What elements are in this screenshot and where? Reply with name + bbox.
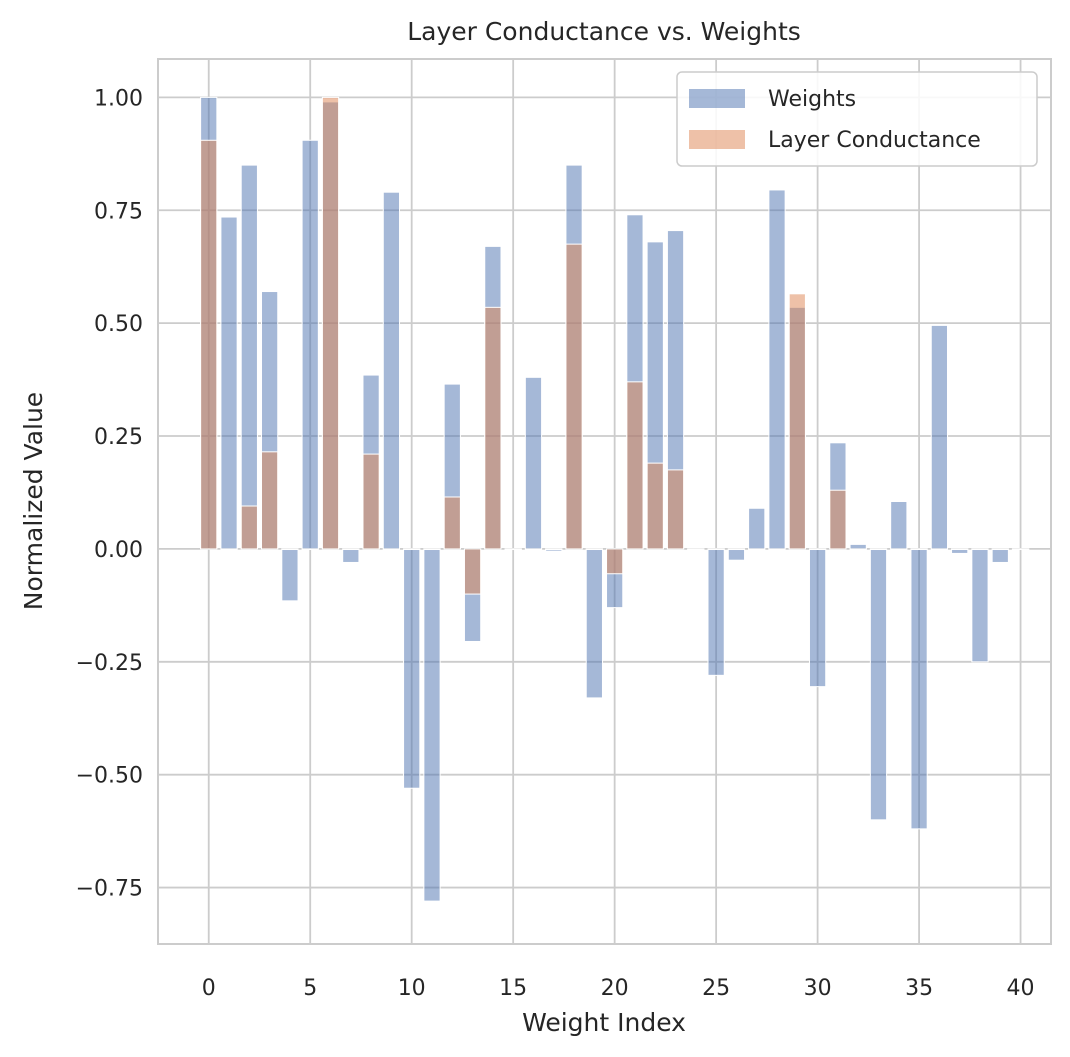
layer-conductance-bar xyxy=(240,505,258,550)
weights-bar xyxy=(768,189,786,550)
weights-bar xyxy=(849,543,867,550)
layer-conductance-bar xyxy=(545,548,563,551)
weights-bar xyxy=(727,548,746,561)
layer-conductance-bar xyxy=(443,496,461,550)
weights-bar xyxy=(524,376,543,550)
layer-conductance-bar xyxy=(808,548,827,551)
layer-conductance-bar xyxy=(220,548,238,551)
legend: Weights Layer Conductance xyxy=(676,71,1038,167)
x-tick-label: 30 xyxy=(804,976,832,1001)
layer-conductance-bar xyxy=(281,548,299,551)
x-tick-label: 20 xyxy=(601,976,629,1001)
plot-frame xyxy=(157,58,1052,945)
y-tick-label: −0.25 xyxy=(76,651,143,676)
weights-bar xyxy=(301,139,319,550)
y-tick-label: −0.50 xyxy=(76,764,143,789)
layer-conductance-bar xyxy=(768,548,786,551)
weights-bar xyxy=(403,548,421,789)
layer-conductance-bar xyxy=(261,451,279,550)
layer-conductance-bar xyxy=(646,462,664,550)
x-tick-label: 15 xyxy=(499,976,527,1001)
y-tick-label: 0.50 xyxy=(94,312,143,337)
layer-conductance-bar xyxy=(301,548,319,551)
y-axis-ticks: −0.75 −0.50 −0.25 0.00 0.25 0.50 0.75 1.00 xyxy=(76,86,143,901)
layer-conductance-bar xyxy=(890,548,908,551)
chart-title: Layer Conductance vs. Weights xyxy=(407,17,801,46)
weights-bar xyxy=(220,216,238,550)
weights-bar xyxy=(342,548,360,563)
legend-label-weights: Weights xyxy=(768,87,856,112)
weights-bar xyxy=(748,507,766,550)
layer-conductance-bar xyxy=(626,381,644,550)
layer-conductance-bar xyxy=(666,469,685,550)
weights-bar xyxy=(423,548,441,902)
x-tick-label: 10 xyxy=(398,976,426,1001)
layer-conductance-bar xyxy=(463,548,482,595)
y-tick-label: 0.75 xyxy=(94,199,143,224)
weights-bar xyxy=(971,548,989,663)
weights-bar xyxy=(910,548,928,830)
layer-conductance-bar xyxy=(342,548,360,551)
layer-conductance-bar xyxy=(951,548,969,551)
layer-conductance-bar xyxy=(829,489,847,550)
layer-conductance-bar xyxy=(727,548,746,551)
weights-bar xyxy=(240,164,258,550)
weights-bar xyxy=(382,191,401,550)
legend-label-layer-conductance: Layer Conductance xyxy=(768,128,981,153)
layer-conductance-bar xyxy=(484,306,502,550)
layer-conductance-bar xyxy=(423,548,441,551)
layer-conductance-bar xyxy=(748,548,766,551)
layer-conductance-bar xyxy=(788,293,806,550)
layer-conductance-bar xyxy=(382,548,401,551)
x-tick-label: 0 xyxy=(202,976,216,1001)
y-tick-label: 1.00 xyxy=(94,86,143,111)
layer-conductance-bar xyxy=(910,548,928,551)
weights-bar xyxy=(707,548,725,676)
weights-bar xyxy=(930,324,948,550)
weights-bar xyxy=(991,548,1009,563)
x-tick-label: 5 xyxy=(303,976,317,1001)
weights-bar xyxy=(869,548,888,821)
x-tick-label: 40 xyxy=(1007,976,1035,1001)
layer-conductance-bar xyxy=(524,548,543,551)
legend-swatch-weights xyxy=(689,89,745,108)
y-tick-label: −0.75 xyxy=(76,877,143,902)
layer-conductance-bar xyxy=(403,548,421,551)
x-axis-label: Weight Index xyxy=(522,1008,686,1037)
y-axis-label: Normalized Value xyxy=(19,392,48,610)
layer-conductance-bar xyxy=(849,548,867,551)
legend-box xyxy=(676,71,1038,167)
layer-conductance-bar xyxy=(707,548,725,551)
layer-conductance-bar xyxy=(585,548,603,551)
layer-conductance-bar xyxy=(930,548,948,551)
layer-conductance-bar xyxy=(362,453,380,550)
layer-conductance-bar xyxy=(504,548,522,551)
layer-conductance-bar xyxy=(565,243,583,550)
layer-conductance-bar xyxy=(321,96,340,550)
weights-bar xyxy=(585,548,603,699)
layer-conductance-bar xyxy=(687,548,705,551)
y-tick-label: 0.25 xyxy=(94,425,143,450)
layer-conductance-series xyxy=(200,96,1030,595)
layer-conductance-bar xyxy=(1011,548,1030,551)
x-tick-label: 35 xyxy=(905,976,933,1001)
layer-conductance-bar xyxy=(991,548,1009,551)
layer-conductance-bar xyxy=(606,548,624,575)
x-tick-label: 25 xyxy=(702,976,730,1001)
legend-swatch-layer-conductance xyxy=(689,130,745,149)
y-tick-label: 0.00 xyxy=(94,538,143,563)
x-axis-ticks: 0 5 10 15 20 25 30 35 40 xyxy=(202,976,1035,1001)
weights-bar xyxy=(281,548,299,602)
layer-conductance-bar xyxy=(971,548,989,551)
layer-conductance-bar xyxy=(869,548,888,551)
weights-bar xyxy=(808,548,827,688)
layer-conductance-bar xyxy=(200,139,218,550)
weights-bar xyxy=(890,501,908,550)
